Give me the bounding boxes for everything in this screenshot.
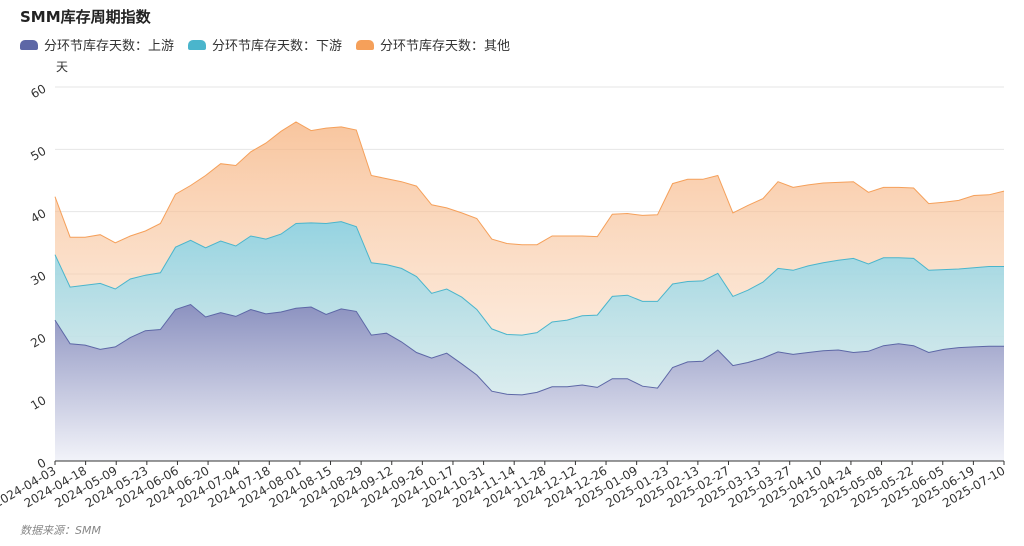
y-tick-label: 20 [28, 331, 48, 351]
x-tick-label: 2025-06-19 [909, 463, 976, 510]
x-tick-label: 2025-04-24 [787, 463, 854, 510]
x-tick-label: 2025-01-09 [573, 463, 640, 510]
y-tick-label: 30 [28, 268, 48, 288]
x-tick-label: 2024-07-18 [205, 463, 272, 510]
legend-swatch-downstream [188, 39, 207, 50]
y-tick-label: 0 [35, 455, 49, 471]
area-fill-series-0 [55, 304, 1004, 461]
x-tick-label: 2024-05-23 [83, 463, 150, 510]
chart-title: SMM库存周期指数 [20, 8, 151, 26]
legend-item-other[interactable]: 分环节库存天数：其他 [356, 35, 510, 54]
x-tick-label: 2024-11-14 [450, 463, 517, 510]
series-line-2[interactable] [54, 121, 1005, 246]
y-tick-label: 40 [28, 206, 48, 226]
x-tick-label: 2024-06-06 [114, 463, 181, 510]
x-tick-label: 2024-04-18 [22, 463, 89, 510]
x-tick-label: 2024-09-12 [328, 463, 395, 510]
legend-label-upstream: 分环节库存天数：上游 [44, 39, 175, 54]
y-tick-label: 10 [28, 393, 48, 413]
legend-item-downstream[interactable]: 分环节库存天数：下游 [188, 35, 342, 54]
y-tick-label: 50 [28, 144, 48, 164]
legend-item-upstream[interactable]: 分环节库存天数：上游 [20, 35, 174, 54]
x-tick-label: 2024-09-26 [358, 463, 425, 510]
area-fill-series-2 [55, 121, 1004, 462]
x-tick-label: 2024-12-26 [542, 463, 609, 510]
x-tick-label: 2024-08-29 [297, 463, 364, 510]
x-tick-label: 2025-04-10 [756, 463, 823, 510]
x-tick-label: 2024-08-15 [267, 463, 334, 510]
area-fill-series-1 [55, 221, 1004, 461]
x-tick-label: 2024-10-31 [420, 463, 487, 510]
series-line-0[interactable] [54, 303, 1004, 396]
legend-label-other: 分环节库存天数：其他 [380, 39, 511, 54]
data-source-note: 数据来源：SMM [20, 524, 101, 537]
x-tick-label: 2024-11-28 [481, 463, 548, 510]
x-tick-label: 2025-05-08 [818, 463, 885, 510]
x-tick-label: 2024-08-01 [236, 463, 303, 510]
x-tick-label: 2024-07-04 [175, 463, 242, 510]
x-tick-label: 2025-03-27 [726, 463, 793, 510]
x-tick-label: 2025-02-13 [634, 463, 701, 510]
x-tick-label: 2025-02-27 [665, 463, 732, 510]
x-tick-label: 2025-07-10 [940, 463, 1007, 510]
y-axis-unit-label: 天 [56, 60, 68, 74]
x-tick-label: 2024-06-20 [144, 463, 211, 510]
x-tick-label: 2024-05-09 [52, 463, 119, 510]
legend-swatch-other [356, 39, 375, 50]
series-line-1[interactable] [54, 221, 1004, 336]
x-tick-label: 2025-06-05 [879, 463, 946, 510]
x-tick-label: 2025-03-13 [695, 463, 762, 510]
x-tick-label: 2024-12-12 [512, 463, 579, 510]
x-tick-label: 2024-04-03 [0, 463, 59, 510]
y-tick-label: 60 [28, 81, 48, 101]
x-tick-label: 2024-10-17 [389, 463, 456, 510]
legend-label-downstream: 分环节库存天数：下游 [212, 39, 343, 54]
x-tick-label: 2025-05-22 [848, 463, 915, 510]
chart-legend: 分环节库存天数：上游 分环节库存天数：下游 分环节库存天数：其他 [20, 35, 510, 54]
legend-swatch-upstream [20, 39, 38, 50]
x-tick-label: 2025-01-23 [603, 463, 670, 510]
